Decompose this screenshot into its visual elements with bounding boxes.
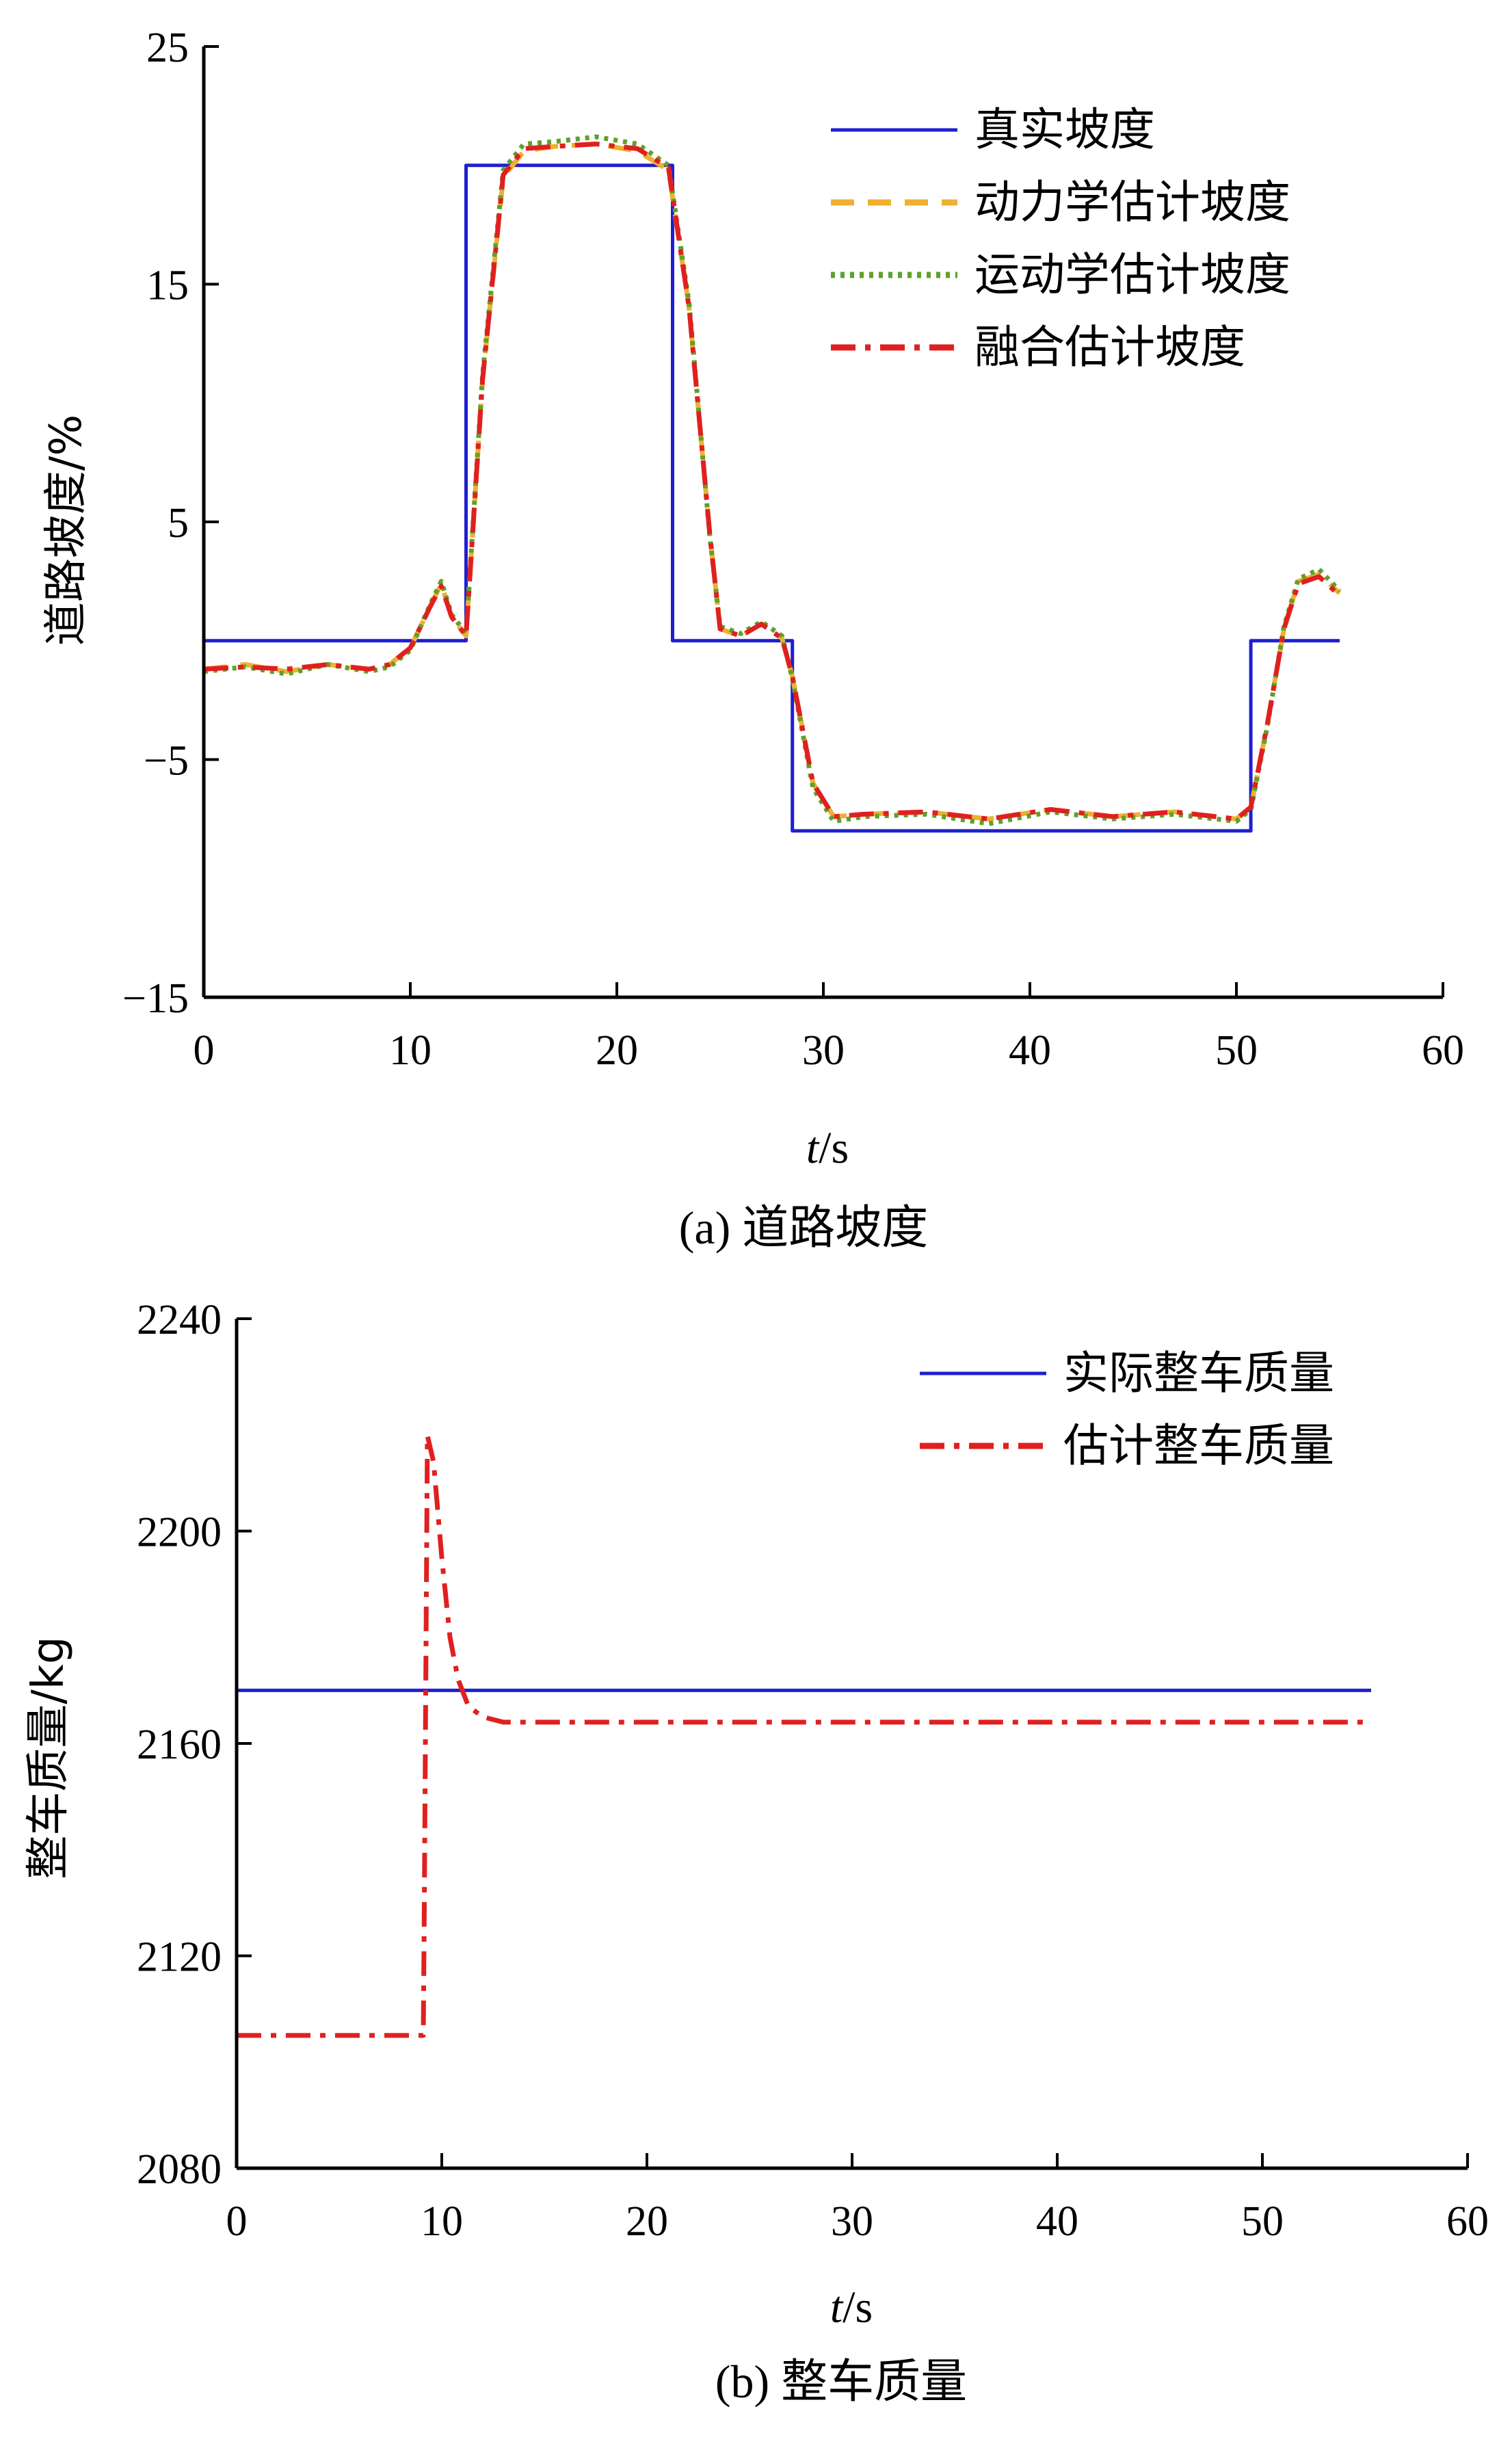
vehicle-mass-caption: (b) 整车质量 <box>715 2356 967 2408</box>
vehicle-mass-x-axis-var: t <box>830 2282 844 2332</box>
road-grade-y-tick-label: −15 <box>122 975 189 1022</box>
vehicle-mass-x-tick-label: 20 <box>626 2198 668 2245</box>
road-grade-x-tick-label: 30 <box>802 1027 845 1074</box>
road-grade-y-tick-label: 25 <box>146 25 189 71</box>
vehicle-mass-x-tick-label: 30 <box>831 2198 873 2245</box>
road-grade-legend-label-2: 动力学估计坡度 <box>974 176 1290 228</box>
vehicle-mass-x-tick-label: 50 <box>1241 2198 1284 2245</box>
road-grade-y-tick-label: 5 <box>168 500 189 546</box>
vehicle-mass-y-tick-label: 2160 <box>137 1722 222 1768</box>
vehicle-mass-legend-label-2: 估计整车质量 <box>1063 1419 1334 1472</box>
vehicle-mass-x-axis-title: t/s <box>830 2282 873 2332</box>
road-grade-series-3-line <box>203 134 1342 826</box>
road-grade-legend-label-1: 真实坡度 <box>974 103 1155 156</box>
vehicle-mass-x-tick-label: 0 <box>226 2198 248 2245</box>
road-grade-series-layer <box>203 134 1342 833</box>
vehicle-mass-series-2-line <box>237 1433 1371 2038</box>
vehicle-mass-axes <box>235 1317 1469 2170</box>
vehicle-mass-y-tick-label: 2200 <box>137 1510 222 1556</box>
vehicle-mass-x-tick-label: 60 <box>1446 2198 1489 2245</box>
road-grade-y-tick-label: 15 <box>146 263 189 309</box>
vehicle-mass-y-tick-label: 2120 <box>137 1934 222 1981</box>
road-grade-x-axis-var: t <box>806 1123 820 1173</box>
road-grade-x-tick-label: 10 <box>389 1027 432 1074</box>
vehicle-mass-x-tick-label: 40 <box>1036 2198 1078 2245</box>
road-grade-x-axis-unit: /s <box>819 1123 849 1173</box>
vehicle-mass-x-tick-label: 10 <box>421 2198 463 2245</box>
vehicle-mass-y-tick-label: 2080 <box>137 2146 222 2193</box>
vehicle-mass-legend-label-1: 实际整车质量 <box>1063 1347 1334 1399</box>
vehicle-mass-tick-labels: 0 10 20 30 40 50 60 2240 2200 2160 2120 2080 <box>137 1297 1489 2245</box>
road-grade-series-2-line <box>203 142 1342 821</box>
vehicle-mass-y-axis-title: 整车质量/kg <box>23 1636 74 1879</box>
road-grade-legend-label-3: 运动学估计坡度 <box>974 248 1290 301</box>
road-grade-chart: 0 10 20 30 40 50 60 25 15 5 −5 −15 道路坡度/% t/s (a) 道… <box>41 25 1464 1254</box>
road-grade-x-tick-label: 60 <box>1422 1027 1464 1074</box>
road-grade-x-tick-label: 20 <box>596 1027 638 1074</box>
vehicle-mass-x-axis-unit: /s <box>843 2282 873 2332</box>
vehicle-mass-series-layer <box>237 1433 1371 2038</box>
road-grade-x-tick-label: 40 <box>1009 1027 1051 1074</box>
road-grade-series-1-line <box>204 163 1340 833</box>
road-grade-x-axis-title: t/s <box>806 1123 849 1173</box>
vehicle-mass-chart: 0 10 20 30 40 50 60 2240 2200 2160 2120 2080 整车质量/k… <box>23 1297 1489 2408</box>
road-grade-caption: (a) 道路坡度 <box>679 1202 928 1254</box>
road-grade-x-tick-label: 0 <box>194 1027 215 1074</box>
road-grade-series-4-line <box>203 142 1342 821</box>
road-grade-x-tick-label: 50 <box>1215 1027 1258 1074</box>
road-grade-y-tick-label: −5 <box>144 738 189 785</box>
road-grade-axes <box>202 45 1444 999</box>
road-grade-tick-labels: 0 10 20 30 40 50 60 25 15 5 −5 −15 <box>122 25 1464 1074</box>
road-grade-legend-label-4: 融合估计坡度 <box>974 321 1245 373</box>
road-grade-y-axis-title: 道路坡度/% <box>41 414 92 646</box>
vehicle-mass-y-tick-label: 2240 <box>137 1297 222 1343</box>
